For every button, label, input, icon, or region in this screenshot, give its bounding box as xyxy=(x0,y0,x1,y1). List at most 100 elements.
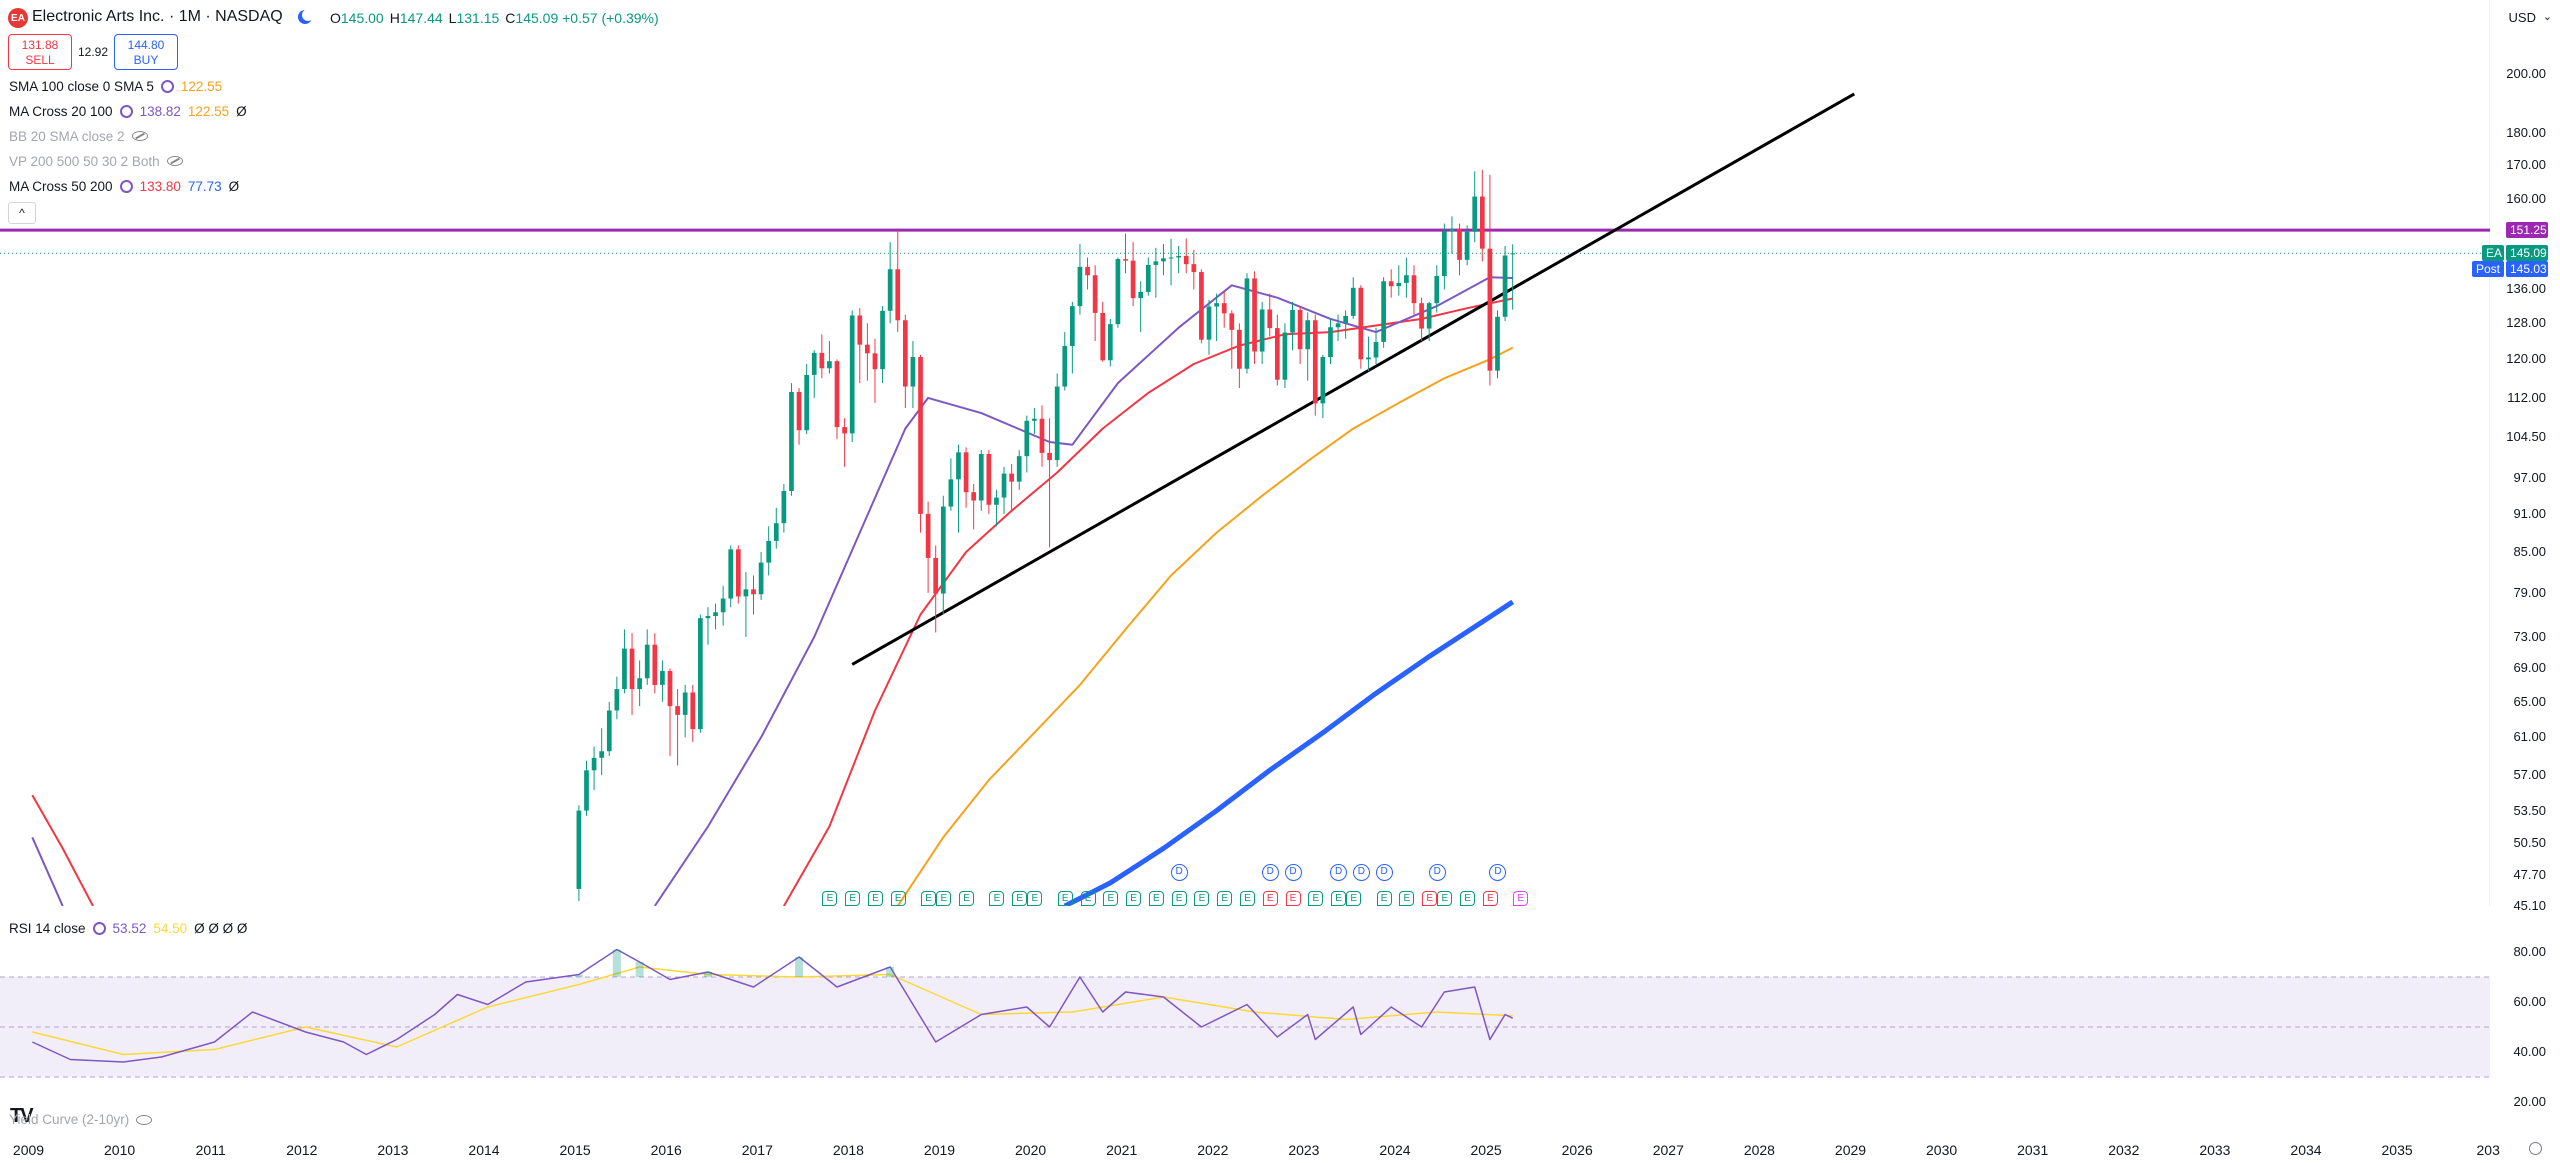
symbol-title[interactable]: Electronic Arts Inc. · 1M · NASDAQ xyxy=(32,8,283,25)
dividend-marker[interactable]: D xyxy=(1352,864,1370,881)
candle xyxy=(1047,418,1052,548)
earnings-marker[interactable]: E xyxy=(845,891,861,906)
dividend-marker[interactable]: D xyxy=(1261,864,1279,881)
price-tick-label: 53.50 xyxy=(2513,802,2546,818)
earnings-marker[interactable]: E xyxy=(1437,891,1453,906)
earnings-marker[interactable]: E xyxy=(1331,891,1347,906)
earnings-marker[interactable]: E xyxy=(1012,891,1028,906)
candle-body xyxy=(1434,276,1440,304)
candle-body xyxy=(1153,261,1159,265)
earnings-marker[interactable]: E xyxy=(1482,891,1498,906)
candle-body xyxy=(963,452,969,493)
candle-body xyxy=(1404,275,1409,283)
earnings-marker[interactable]: E xyxy=(959,891,975,906)
dividend-marker[interactable]: D xyxy=(1284,864,1302,881)
currency-selector[interactable]: USD xyxy=(2508,10,2536,25)
gear-icon[interactable] xyxy=(160,79,174,93)
candle xyxy=(1123,233,1128,274)
earnings-marker[interactable]: E xyxy=(921,891,937,906)
candle-body xyxy=(956,452,961,480)
candle-body xyxy=(1441,231,1447,277)
candle-body xyxy=(925,513,931,558)
rsi-ma-value: 54.50 xyxy=(153,921,188,936)
collapse-legend-button[interactable]: ^ xyxy=(8,202,36,224)
candle xyxy=(1274,314,1280,386)
earnings-marker[interactable]: E xyxy=(1376,891,1392,906)
buy-button[interactable]: 144.80 BUY xyxy=(114,34,178,70)
candle xyxy=(584,760,589,816)
earnings-marker[interactable]: E xyxy=(1171,891,1187,906)
indicator-row[interactable]: SMA 100 close 0 SMA 5 122.55 xyxy=(9,76,222,96)
candle xyxy=(918,354,923,533)
indicator-row[interactable]: VP 200 500 50 30 2 Both xyxy=(9,151,183,171)
earnings-marker[interactable]: E xyxy=(989,891,1005,906)
candle xyxy=(1297,306,1303,365)
candle xyxy=(865,323,870,381)
gear-icon[interactable] xyxy=(92,922,106,935)
candle-body xyxy=(1092,275,1098,313)
tradingview-logo-icon[interactable]: TV xyxy=(10,1105,34,1127)
earnings-marker[interactable]: E xyxy=(1148,891,1164,906)
dividend-marker[interactable]: D xyxy=(1428,864,1446,881)
chevron-down-icon[interactable]: ⌄ xyxy=(2542,11,2552,23)
earnings-marker[interactable]: E xyxy=(1194,891,1210,906)
ohlc-key: O xyxy=(330,10,341,26)
eye-off-icon[interactable] xyxy=(166,156,183,166)
market-status-icon[interactable] xyxy=(298,9,314,24)
price-tick-label: 200.00 xyxy=(2506,66,2546,81)
dividend-marker[interactable]: D xyxy=(1375,864,1393,881)
candle-body xyxy=(1100,312,1106,361)
candle xyxy=(1039,405,1045,467)
indicator-value: 122.55 xyxy=(180,78,223,94)
earnings-marker[interactable]: E xyxy=(1262,891,1278,906)
dividend-marker[interactable]: D xyxy=(1170,864,1188,881)
earnings-marker[interactable]: E xyxy=(1217,891,1233,906)
candle xyxy=(743,572,749,637)
earnings-marker[interactable]: E xyxy=(1399,891,1415,906)
gear-icon[interactable] xyxy=(119,104,133,118)
dividend-marker[interactable]: D xyxy=(1489,864,1507,881)
post-price-tag: 145.03 xyxy=(2506,261,2548,278)
candle xyxy=(948,458,954,511)
candle xyxy=(766,526,772,576)
yield-curve-label: Yield Curve (2-10yr) xyxy=(9,1112,130,1127)
eye-off-icon[interactable] xyxy=(136,1114,153,1125)
earnings-marker[interactable]: E xyxy=(890,891,906,906)
settings-icon[interactable] xyxy=(2529,1142,2542,1155)
sell-button[interactable]: 131.88 SELL xyxy=(8,34,72,70)
earnings-marker[interactable]: E xyxy=(1285,891,1301,906)
candle xyxy=(1062,332,1068,391)
candle xyxy=(1487,174,1493,386)
earnings-marker[interactable]: E xyxy=(936,891,952,906)
candle xyxy=(1024,415,1030,473)
earnings-marker[interactable]: E xyxy=(1460,891,1476,906)
earnings-marker[interactable]: E xyxy=(1080,891,1096,906)
price-tick-label: 69.00 xyxy=(2513,660,2546,676)
indicator-row[interactable]: MA Cross 50 200 133.80 77.73 Ø xyxy=(9,176,239,196)
earnings-marker[interactable]: E xyxy=(1346,891,1362,906)
earnings-marker[interactable]: E xyxy=(1308,891,1324,906)
indicator-row[interactable]: BB 20 SMA close 2 xyxy=(9,126,148,146)
candle xyxy=(940,495,946,615)
candle xyxy=(1206,299,1212,355)
earnings-marker[interactable]: E xyxy=(1239,891,1255,906)
earnings-marker[interactable]: E xyxy=(1513,891,1529,906)
gear-icon[interactable] xyxy=(119,179,133,193)
eye-off-icon[interactable] xyxy=(131,131,148,141)
candle-body xyxy=(758,562,764,595)
candle-body xyxy=(1495,316,1500,371)
price-tick-label: 91.00 xyxy=(2513,505,2546,521)
earnings-marker[interactable]: E xyxy=(1126,891,1142,906)
earnings-marker[interactable]: E xyxy=(867,891,883,906)
earnings-marker[interactable]: E xyxy=(1422,891,1438,906)
earnings-marker[interactable]: E xyxy=(1103,891,1119,906)
indicator-row[interactable]: MA Cross 20 100 138.82 122.55 Ø xyxy=(9,101,247,121)
earnings-marker[interactable]: E xyxy=(1057,891,1073,906)
time-tick-label: 2030 xyxy=(1926,1142,1958,1158)
candle xyxy=(1388,269,1394,298)
earnings-marker[interactable]: E xyxy=(1027,891,1043,906)
candle-body xyxy=(1350,287,1356,316)
earnings-marker[interactable]: E xyxy=(822,891,838,906)
dividend-marker[interactable]: D xyxy=(1330,864,1348,881)
